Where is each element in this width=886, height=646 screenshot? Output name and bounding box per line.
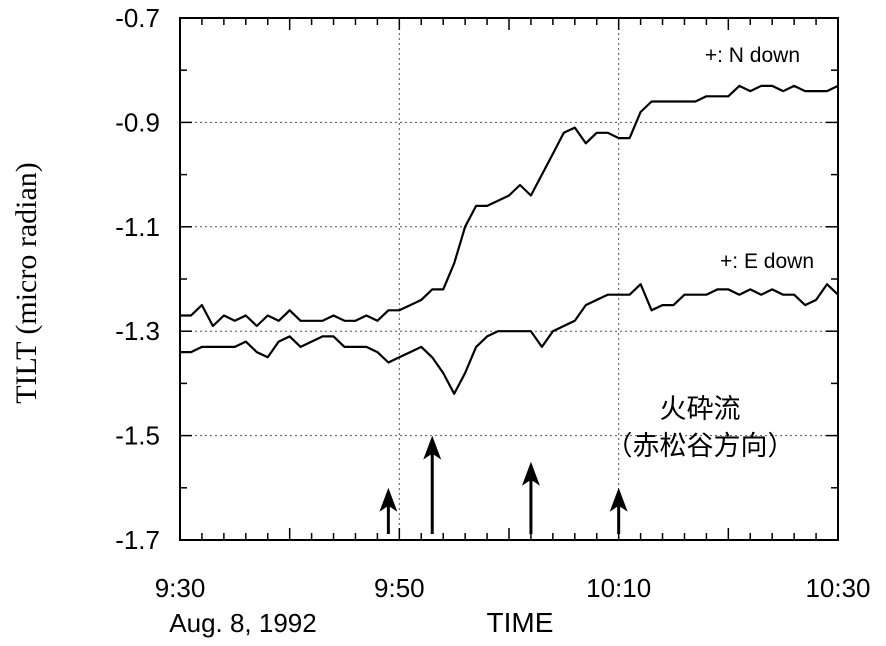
x-tick-label: 10:10 <box>586 573 651 603</box>
y-tick-label: -1.7 <box>115 525 160 555</box>
event-arrow <box>423 435 442 534</box>
series-label-e-down: +: E down <box>720 250 814 273</box>
y-tick-label: -1.3 <box>115 316 160 346</box>
axis-ticks <box>179 17 839 541</box>
y-tick-label: -1.5 <box>115 421 160 451</box>
y-tick-label: -0.7 <box>115 3 160 33</box>
y-tick-labels: -0.7 -0.9 -1.1 -1.3 -1.5 -1.7 <box>115 3 160 555</box>
x-tick-label: 9:50 <box>374 573 425 603</box>
event-arrow <box>609 487 628 534</box>
event-arrows <box>379 435 628 534</box>
grid-lines <box>180 18 838 540</box>
y-tick-label: -1.1 <box>115 212 160 242</box>
annotation-subtitle: （赤松谷方向） <box>606 431 795 462</box>
series-label-n-down: +: N down <box>705 44 800 67</box>
plot-frame <box>179 17 839 541</box>
event-arrow <box>521 461 540 534</box>
y-axis-title: TILT (micro radian) <box>10 162 43 404</box>
series-line-e-down <box>180 283 839 395</box>
date-label: Aug. 8, 1992 <box>169 608 316 638</box>
x-tick-labels: 9:30 9:50 10:10 10:30 <box>155 573 871 603</box>
event-arrow <box>379 487 398 534</box>
y-tick-label: -0.9 <box>115 107 160 137</box>
annotation-title: 火砕流 <box>660 394 741 425</box>
x-tick-label: 10:30 <box>805 573 870 603</box>
series-lines <box>180 84 839 395</box>
x-tick-label: 9:30 <box>155 573 206 603</box>
series-line-n-down <box>180 84 839 328</box>
x-axis-title: TIME <box>487 607 554 638</box>
